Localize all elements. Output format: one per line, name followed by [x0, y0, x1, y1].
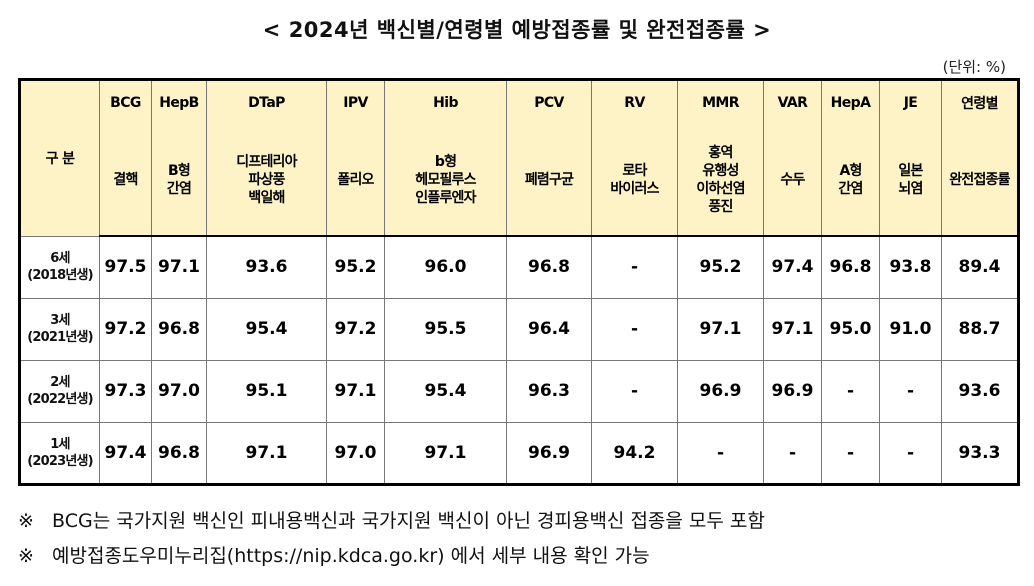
col-name: 결핵 — [113, 172, 138, 188]
table-cell: 96.8 — [821, 235, 880, 299]
col-name: A형 간염 — [838, 163, 863, 197]
col-name: 일본 뇌염 — [898, 163, 923, 197]
footnote-text: BCG는 국가지원 백신인 피내용백신과 국가지원 백신이 아닌 경피용백신 접… — [52, 510, 765, 532]
vaccination-rate-table: 구 분 BCG HepB DTaP IPV Hib PCV RV MMR VAR… — [18, 78, 1020, 486]
col-name: B형 간염 — [166, 163, 192, 197]
col-name: 디프테리아 파상풍 백일해 — [236, 154, 297, 206]
note-mark: ※ — [18, 510, 34, 532]
table-cell: 97.1 — [206, 421, 327, 485]
page-title: < 2024년 백신별/연령별 예방접종률 및 완전접종률 > — [262, 18, 772, 42]
table-cell: - — [591, 235, 678, 299]
category-header: 구 분 — [19, 79, 100, 236]
table-cell: 95.2 — [677, 235, 764, 299]
col-code: IPV — [326, 79, 385, 125]
table-cell: 96.8 — [151, 297, 207, 361]
table-cell: 95.5 — [384, 297, 507, 361]
table-cell: - — [591, 297, 678, 361]
table-cell: - — [591, 359, 678, 423]
col-name: 수두 — [780, 172, 805, 188]
col-name: 폴리오 — [337, 172, 374, 188]
table-cell: 97.1 — [677, 297, 764, 361]
table-cell: 91.0 — [879, 297, 942, 361]
col-code: MMR — [677, 79, 764, 125]
table-cell: 89.4 — [941, 235, 1019, 299]
header-row-names: 결핵 B형 간염 디프테리아 파상풍 백일해 폴리오 b형 헤모필루스 인플루엔… — [20, 125, 1019, 237]
table-cell: 95.4 — [206, 297, 327, 361]
col-code: DTaP — [206, 79, 327, 125]
col-code: HepB — [151, 79, 207, 125]
table-cell: 93.3 — [941, 421, 1019, 485]
table-cell: 97.2 — [326, 297, 385, 361]
col-code: Hib — [384, 79, 507, 125]
table-cell: 97.3 — [99, 359, 152, 423]
table-cell: 96.9 — [506, 421, 592, 485]
table-cell: 97.4 — [99, 421, 152, 485]
footnote-text: 예방접종도우미누리집(https://nip.kdca.go.kr) 에서 세부… — [52, 545, 650, 567]
col-code: RV — [591, 79, 678, 125]
note-mark: ※ — [18, 545, 34, 567]
table-cell: 96.4 — [506, 297, 592, 361]
table-cell: 97.0 — [326, 421, 385, 485]
col-code: BCG — [99, 79, 152, 125]
table-cell: 97.2 — [99, 297, 152, 361]
col-code: JE — [879, 79, 942, 125]
table-cell: 96.3 — [506, 359, 592, 423]
table-cell: 96.8 — [151, 421, 207, 485]
table-cell: 97.5 — [99, 235, 152, 299]
header-row-codes: 구 분 BCG HepB DTaP IPV Hib PCV RV MMR VAR… — [19, 79, 1019, 236]
col-name: b형 헤모필루스 인플루엔자 — [415, 154, 476, 206]
table-cell: 96.9 — [763, 359, 822, 423]
col-name: 홍역 유행성 이하선염 풍진 — [696, 145, 745, 215]
unit-label: (단위: %) — [942, 58, 1006, 76]
table-row: 3세 (2021년생) 97.2 96.8 95.4 97.2 95.5 96.… — [19, 297, 1019, 361]
table-cell: - — [879, 359, 942, 423]
row-age-label: 1세 (2023년생) — [27, 436, 93, 469]
table-cell: 95.1 — [206, 359, 327, 423]
table-cell: 96.8 — [506, 235, 592, 299]
row-age-label: 6세 (2018년생) — [27, 251, 93, 283]
table-cell: 95.0 — [821, 297, 880, 361]
table-cell: 93.8 — [879, 235, 942, 299]
table-cell: 96.0 — [384, 235, 507, 299]
table-cell: - — [763, 421, 822, 485]
table-cell: 97.1 — [151, 235, 207, 299]
table-cell: - — [821, 359, 880, 423]
table-cell: - — [677, 421, 764, 485]
table-cell: 97.1 — [326, 359, 385, 423]
row-age-label: 2세 (2022년생) — [27, 375, 93, 407]
table-cell: - — [821, 421, 880, 485]
table-row: 2세 (2022년생) 97.3 97.0 95.1 97.1 95.4 96.… — [19, 359, 1019, 423]
table-cell: 97.1 — [763, 297, 822, 361]
table-cell: 88.7 — [941, 297, 1019, 361]
table-cell: 94.2 — [591, 421, 678, 485]
table-cell: 93.6 — [941, 359, 1019, 423]
footnote: ※ BCG는 국가지원 백신인 피내용백신과 국가지원 백신이 아닌 경피용백신… — [18, 504, 1028, 539]
table-cell: 97.0 — [151, 359, 207, 423]
col-name: 로타 바이러스 — [610, 163, 659, 197]
col-code: HepA — [821, 79, 880, 125]
table-cell: 97.4 — [763, 235, 822, 299]
table-row: 1세 (2023년생) 97.4 96.8 97.1 97.0 97.1 96.… — [19, 421, 1019, 485]
col-name: 완전접종률 — [949, 172, 1010, 188]
table-cell: 96.9 — [677, 359, 764, 423]
col-name: 폐렴구균 — [524, 172, 574, 188]
table-cell: 93.6 — [206, 235, 327, 299]
table-row: 6세 (2018년생) 97.5 97.1 93.6 95.2 96.0 96.… — [19, 235, 1019, 299]
footnote: ※ 예방접종도우미누리집(https://nip.kdca.go.kr) 에서 … — [18, 539, 1028, 574]
col-code: VAR — [763, 79, 822, 125]
table-cell: 97.1 — [384, 421, 507, 485]
col-code: 연령별 — [941, 79, 1019, 125]
col-code: PCV — [506, 79, 592, 125]
table-cell: 95.2 — [326, 235, 385, 299]
table-cell: - — [879, 421, 942, 485]
row-age-label: 3세 (2021년생) — [27, 313, 93, 345]
table-cell: 95.4 — [384, 359, 507, 423]
footnotes: ※ BCG는 국가지원 백신인 피내용백신과 국가지원 백신이 아닌 경피용백신… — [18, 504, 1028, 574]
